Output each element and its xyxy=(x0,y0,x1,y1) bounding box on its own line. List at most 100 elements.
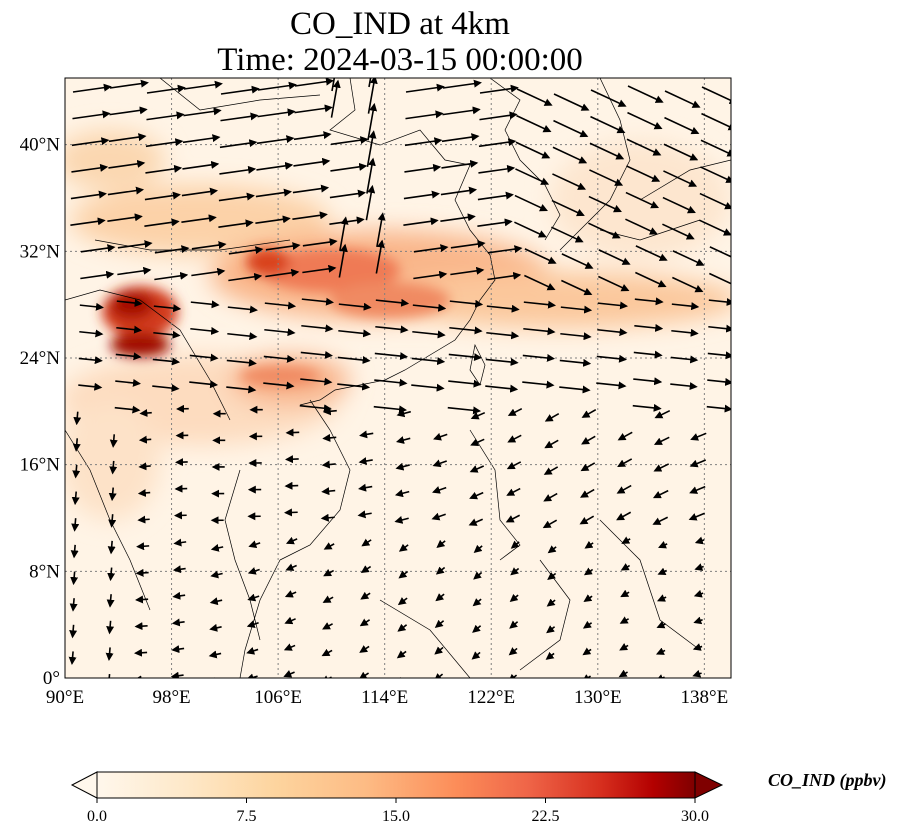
wind-arrow xyxy=(431,512,446,521)
wind-arrow xyxy=(671,328,699,337)
wind-arrow xyxy=(522,380,555,389)
wind-arrow xyxy=(583,594,593,602)
wind-arrow xyxy=(672,250,705,266)
wind-arrow xyxy=(448,379,482,388)
y-axis-ticks: 0° 8°N 16°N 24°N 32°N 40°N xyxy=(20,135,61,689)
wind-arrow xyxy=(209,597,223,606)
wind-arrow xyxy=(694,536,705,545)
wind-arrow xyxy=(434,619,445,628)
wind-arrow xyxy=(619,616,629,624)
wind-arrow xyxy=(509,593,519,603)
wind-arrow xyxy=(208,677,217,678)
wind-arrow xyxy=(477,218,513,227)
wind-arrow xyxy=(487,245,523,254)
wind-arrow xyxy=(450,266,485,276)
wind-arrow xyxy=(329,189,366,199)
wind-arrow xyxy=(553,93,590,111)
wind-arrow xyxy=(116,299,143,307)
wind-arrow xyxy=(546,625,556,634)
wind-arrow xyxy=(73,411,82,426)
wind-arrow xyxy=(470,438,485,446)
wind-arrow xyxy=(108,514,117,528)
wind-arrow xyxy=(189,380,219,389)
wind-arrow xyxy=(620,589,630,598)
x-tick-label: 90°E xyxy=(46,687,84,708)
wind-arrow xyxy=(543,466,559,475)
wind-arrow xyxy=(478,164,516,174)
wind-arrow xyxy=(135,568,149,577)
wind-arrow xyxy=(283,670,295,678)
wind-arrow xyxy=(292,184,330,194)
wind-arrow xyxy=(479,84,519,94)
wind-arrow xyxy=(145,138,184,148)
wind-arrow xyxy=(699,192,731,210)
wind-arrow xyxy=(256,135,295,145)
wind-arrow xyxy=(145,164,183,174)
wind-arrow xyxy=(190,300,220,309)
wind-arrow xyxy=(70,217,106,226)
wind-arrow xyxy=(337,382,371,391)
wind-arrow xyxy=(579,515,595,525)
wind-arrow xyxy=(523,327,556,336)
x-tick-label: 130°E xyxy=(574,687,622,708)
wind-arrow xyxy=(506,487,521,496)
wind-arrow xyxy=(394,516,409,524)
wind-arrow xyxy=(486,304,520,313)
wind-arrow xyxy=(701,112,731,131)
wind-arrow xyxy=(664,116,700,135)
wind-arrow xyxy=(359,645,370,653)
wind-arrow xyxy=(108,133,147,143)
wind-arrow xyxy=(144,218,180,227)
wind-arrow xyxy=(71,518,80,532)
wind-arrow xyxy=(338,243,348,278)
wind-arrow xyxy=(590,89,627,107)
wind-arrow xyxy=(404,137,443,147)
wind-arrow xyxy=(411,383,445,392)
wind-arrow xyxy=(626,138,662,156)
wind-arrow xyxy=(171,645,185,654)
wind-arrow xyxy=(658,541,668,549)
wind-arrow xyxy=(394,489,410,498)
wind-arrow xyxy=(70,190,107,200)
wind-arrow xyxy=(700,166,731,183)
wind-arrow xyxy=(323,568,335,577)
wind-arrow xyxy=(653,463,670,472)
co-concentration-field xyxy=(65,78,731,678)
wind-arrow xyxy=(693,616,703,625)
wind-arrow xyxy=(246,620,259,628)
wind-arrow xyxy=(117,266,152,276)
wind-arrow xyxy=(440,186,478,196)
wind-arrow xyxy=(627,85,664,103)
wind-arrow xyxy=(634,323,664,332)
wind-arrow xyxy=(707,377,731,386)
wind-arrow xyxy=(619,643,629,651)
wind-arrow xyxy=(374,378,408,387)
wind-arrow xyxy=(189,353,219,362)
wind-arrow xyxy=(693,589,704,598)
wind-arrow xyxy=(485,384,519,393)
wind-arrow xyxy=(596,354,628,363)
wind-arrow xyxy=(699,219,731,236)
wind-arrow xyxy=(257,81,297,91)
wind-arrow xyxy=(116,325,143,334)
wind-arrow xyxy=(486,331,520,340)
wind-arrow xyxy=(69,624,78,639)
wind-arrow xyxy=(627,111,663,130)
wind-arrow xyxy=(208,650,222,659)
wind-arrow xyxy=(137,515,150,524)
wind-arrow xyxy=(71,491,80,506)
wind-arrow xyxy=(191,241,227,250)
wind-arrow xyxy=(375,239,385,274)
wind-arrow xyxy=(219,165,257,175)
wind-arrow xyxy=(210,570,223,579)
wind-arrow xyxy=(69,598,78,612)
wind-arrow xyxy=(374,352,409,361)
wind-arrow xyxy=(632,403,662,412)
wind-arrow xyxy=(398,570,409,579)
colorbar-max-extend xyxy=(694,771,724,799)
wind-arrow xyxy=(656,594,667,602)
wind-arrow xyxy=(227,305,258,314)
wind-arrow xyxy=(172,591,186,600)
wind-arrow xyxy=(133,648,148,657)
wind-arrow xyxy=(551,226,584,243)
